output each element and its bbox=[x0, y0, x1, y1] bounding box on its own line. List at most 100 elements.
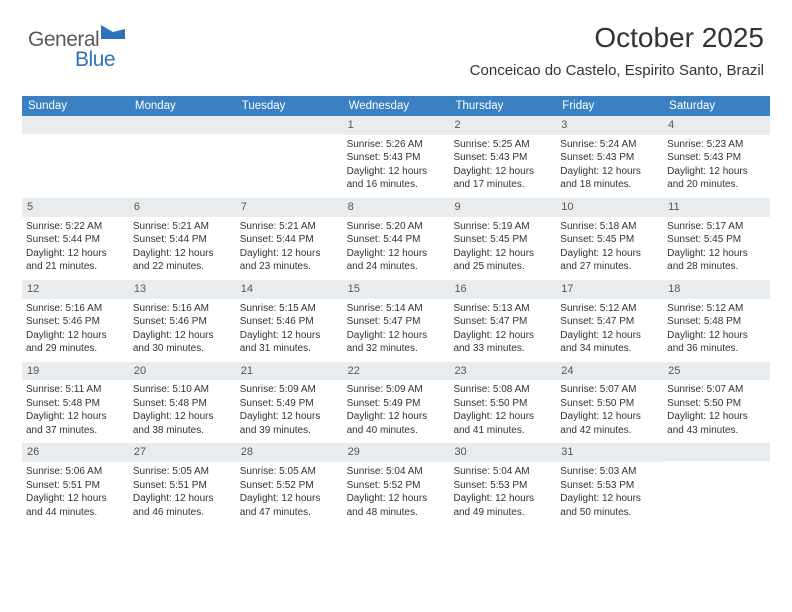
daylight-text: Daylight: 12 hours and 38 minutes. bbox=[133, 410, 232, 437]
week-row: 12Sunrise: 5:16 AMSunset: 5:46 PMDayligh… bbox=[22, 280, 770, 362]
weeks-container: 1Sunrise: 5:26 AMSunset: 5:43 PMDaylight… bbox=[22, 116, 770, 525]
sunrise-text: Sunrise: 5:10 AM bbox=[133, 383, 232, 397]
sunrise-text: Sunrise: 5:07 AM bbox=[560, 383, 659, 397]
day-cell bbox=[236, 116, 343, 198]
daylight-text: Daylight: 12 hours and 34 minutes. bbox=[560, 329, 659, 356]
sunset-text: Sunset: 5:51 PM bbox=[26, 479, 125, 493]
sunrise-text: Sunrise: 5:16 AM bbox=[26, 302, 125, 316]
day-cell: 11Sunrise: 5:17 AMSunset: 5:45 PMDayligh… bbox=[663, 198, 770, 280]
logo: General Blue bbox=[28, 28, 125, 52]
day-cell: 16Sunrise: 5:13 AMSunset: 5:47 PMDayligh… bbox=[449, 280, 556, 362]
weekday-friday: Friday bbox=[556, 96, 663, 116]
day-cell: 26Sunrise: 5:06 AMSunset: 5:51 PMDayligh… bbox=[22, 443, 129, 525]
daylight-text: Daylight: 12 hours and 22 minutes. bbox=[133, 247, 232, 274]
daylight-text: Daylight: 12 hours and 32 minutes. bbox=[347, 329, 446, 356]
daylight-text: Daylight: 12 hours and 17 minutes. bbox=[453, 165, 552, 192]
day-number: 4 bbox=[663, 116, 770, 135]
day-number: 27 bbox=[129, 443, 236, 462]
day-number: 20 bbox=[129, 362, 236, 381]
day-number: 13 bbox=[129, 280, 236, 299]
day-cell: 17Sunrise: 5:12 AMSunset: 5:47 PMDayligh… bbox=[556, 280, 663, 362]
day-number: 19 bbox=[22, 362, 129, 381]
sunrise-text: Sunrise: 5:21 AM bbox=[240, 220, 339, 234]
sunset-text: Sunset: 5:44 PM bbox=[240, 233, 339, 247]
sunset-text: Sunset: 5:47 PM bbox=[453, 315, 552, 329]
daylight-text: Daylight: 12 hours and 39 minutes. bbox=[240, 410, 339, 437]
daylight-text: Daylight: 12 hours and 42 minutes. bbox=[560, 410, 659, 437]
sunrise-text: Sunrise: 5:19 AM bbox=[453, 220, 552, 234]
daylight-text: Daylight: 12 hours and 40 minutes. bbox=[347, 410, 446, 437]
daylight-text: Daylight: 12 hours and 21 minutes. bbox=[26, 247, 125, 274]
day-number bbox=[22, 116, 129, 134]
sunrise-text: Sunrise: 5:20 AM bbox=[347, 220, 446, 234]
day-number: 2 bbox=[449, 116, 556, 135]
day-number: 16 bbox=[449, 280, 556, 299]
sunset-text: Sunset: 5:50 PM bbox=[560, 397, 659, 411]
sunset-text: Sunset: 5:47 PM bbox=[560, 315, 659, 329]
weekday-tuesday: Tuesday bbox=[236, 96, 343, 116]
day-cell: 22Sunrise: 5:09 AMSunset: 5:49 PMDayligh… bbox=[343, 362, 450, 444]
sunset-text: Sunset: 5:45 PM bbox=[453, 233, 552, 247]
sunset-text: Sunset: 5:46 PM bbox=[240, 315, 339, 329]
sunrise-text: Sunrise: 5:09 AM bbox=[347, 383, 446, 397]
day-number: 30 bbox=[449, 443, 556, 462]
sunrise-text: Sunrise: 5:22 AM bbox=[26, 220, 125, 234]
sunset-text: Sunset: 5:44 PM bbox=[133, 233, 232, 247]
daylight-text: Daylight: 12 hours and 46 minutes. bbox=[133, 492, 232, 519]
weekday-wednesday: Wednesday bbox=[343, 96, 450, 116]
sunset-text: Sunset: 5:43 PM bbox=[453, 151, 552, 165]
sunrise-text: Sunrise: 5:05 AM bbox=[133, 465, 232, 479]
sunrise-text: Sunrise: 5:16 AM bbox=[133, 302, 232, 316]
day-cell: 14Sunrise: 5:15 AMSunset: 5:46 PMDayligh… bbox=[236, 280, 343, 362]
day-number: 26 bbox=[22, 443, 129, 462]
day-cell: 9Sunrise: 5:19 AMSunset: 5:45 PMDaylight… bbox=[449, 198, 556, 280]
day-cell: 24 Sunrise: 5:07 AMSunset: 5:50 PMDayligh… bbox=[556, 362, 663, 444]
day-number: 21 bbox=[236, 362, 343, 381]
week-row: 26Sunrise: 5:06 AMSunset: 5:51 PMDayligh… bbox=[22, 443, 770, 525]
daylight-text: Daylight: 12 hours and 41 minutes. bbox=[453, 410, 552, 437]
day-number: 8 bbox=[343, 198, 450, 217]
sunset-text: Sunset: 5:51 PM bbox=[133, 479, 232, 493]
day-cell: 21Sunrise: 5:09 AMSunset: 5:49 PMDayligh… bbox=[236, 362, 343, 444]
day-cell: 25Sunrise: 5:07 AMSunset: 5:50 PMDayligh… bbox=[663, 362, 770, 444]
day-number: 28 bbox=[236, 443, 343, 462]
day-cell: 30Sunrise: 5:04 AMSunset: 5:53 PMDayligh… bbox=[449, 443, 556, 525]
daylight-text: Daylight: 12 hours and 28 minutes. bbox=[667, 247, 766, 274]
sunset-text: Sunset: 5:53 PM bbox=[453, 479, 552, 493]
sunrise-text: Sunrise: 5:26 AM bbox=[347, 138, 446, 152]
daylight-text: Daylight: 12 hours and 33 minutes. bbox=[453, 329, 552, 356]
day-cell: 6Sunrise: 5:21 AMSunset: 5:44 PMDaylight… bbox=[129, 198, 236, 280]
day-number: 5 bbox=[22, 198, 129, 217]
daylight-text: Daylight: 12 hours and 49 minutes. bbox=[453, 492, 552, 519]
day-number: 22 bbox=[343, 362, 450, 381]
sunset-text: Sunset: 5:48 PM bbox=[26, 397, 125, 411]
weekday-monday: Monday bbox=[129, 96, 236, 116]
day-cell: 18Sunrise: 5:12 AMSunset: 5:48 PMDayligh… bbox=[663, 280, 770, 362]
sunrise-text: Sunrise: 5:23 AM bbox=[667, 138, 766, 152]
day-cell: 7Sunrise: 5:21 AMSunset: 5:44 PMDaylight… bbox=[236, 198, 343, 280]
day-number: 10 bbox=[556, 198, 663, 217]
weekday-row: SundayMondayTuesdayWednesdayThursdayFrid… bbox=[22, 96, 770, 116]
daylight-text: Daylight: 12 hours and 20 minutes. bbox=[667, 165, 766, 192]
daylight-text: Daylight: 12 hours and 43 minutes. bbox=[667, 410, 766, 437]
sunset-text: Sunset: 5:44 PM bbox=[26, 233, 125, 247]
sunrise-text: Sunrise: 5:09 AM bbox=[240, 383, 339, 397]
sunrise-text: Sunrise: 5:11 AM bbox=[26, 383, 125, 397]
sunrise-text: Sunrise: 5:07 AM bbox=[667, 383, 766, 397]
sunrise-text: Sunrise: 5:08 AM bbox=[453, 383, 552, 397]
sunset-text: Sunset: 5:46 PM bbox=[26, 315, 125, 329]
sunrise-text: Sunrise: 5:14 AM bbox=[347, 302, 446, 316]
daylight-text: Daylight: 12 hours and 30 minutes. bbox=[133, 329, 232, 356]
day-number: 7 bbox=[236, 198, 343, 217]
month-title: October 2025 bbox=[470, 22, 764, 54]
day-number: 24 bbox=[556, 362, 663, 381]
sunset-text: Sunset: 5:53 PM bbox=[560, 479, 659, 493]
sunrise-text: Sunrise: 5:15 AM bbox=[240, 302, 339, 316]
day-number: 17 bbox=[556, 280, 663, 299]
day-cell: 31Sunrise: 5:03 AMSunset: 5:53 PMDayligh… bbox=[556, 443, 663, 525]
sunset-text: Sunset: 5:48 PM bbox=[133, 397, 232, 411]
day-cell: 8Sunrise: 5:20 AMSunset: 5:44 PMDaylight… bbox=[343, 198, 450, 280]
daylight-text: Daylight: 12 hours and 27 minutes. bbox=[560, 247, 659, 274]
sunrise-text: Sunrise: 5:17 AM bbox=[667, 220, 766, 234]
weekday-saturday: Saturday bbox=[663, 96, 770, 116]
